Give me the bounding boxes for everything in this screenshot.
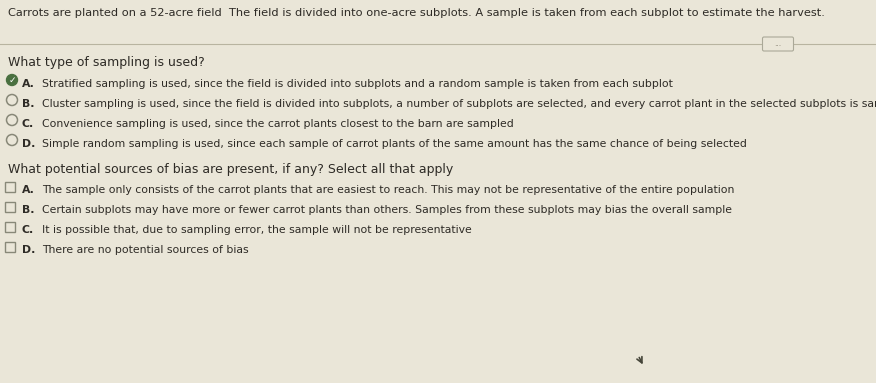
Bar [5,182,15,192]
Text: B.: B. [22,99,34,109]
Text: C.: C. [22,119,34,129]
Text: D.: D. [22,245,35,255]
Text: ...: ... [774,39,781,49]
FancyBboxPatch shape [762,37,794,51]
Text: What type of sampling is used?: What type of sampling is used? [8,56,205,69]
Text: The sample only consists of the carrot plants that are easiest to reach. This ma: The sample only consists of the carrot p… [42,185,734,195]
Text: Carrots are planted on a 52-acre field  The field is divided into one-acre subpl: Carrots are planted on a 52-acre field T… [8,8,825,18]
Bar [5,222,15,232]
Text: ✓: ✓ [8,75,16,85]
Text: A.: A. [22,79,35,89]
Text: There are no potential sources of bias: There are no potential sources of bias [42,245,249,255]
Circle shape [6,95,18,105]
Text: It is possible that, due to sampling error, the sample will not be representativ: It is possible that, due to sampling err… [42,225,472,235]
Text: Simple random sampling is used, since each sample of carrot plants of the same a: Simple random sampling is used, since ea… [42,139,747,149]
Text: B.: B. [22,205,34,215]
Text: D.: D. [22,139,35,149]
Bar [5,242,15,252]
Text: A.: A. [22,185,35,195]
Circle shape [6,115,18,126]
Bar [5,202,15,212]
Text: Cluster sampling is used, since the field is divided into subplots, a number of : Cluster sampling is used, since the fiel… [42,99,876,109]
Text: Stratified sampling is used, since the field is divided into subplots and a rand: Stratified sampling is used, since the f… [42,79,673,89]
Text: Certain subplots may have more or fewer carrot plants than others. Samples from : Certain subplots may have more or fewer … [42,205,732,215]
Circle shape [6,75,18,85]
Text: What potential sources of bias are present, if any? Select all that apply: What potential sources of bias are prese… [8,163,453,176]
Text: Convenience sampling is used, since the carrot plants closest to the barn are sa: Convenience sampling is used, since the … [42,119,513,129]
Text: C.: C. [22,225,34,235]
Circle shape [6,134,18,146]
